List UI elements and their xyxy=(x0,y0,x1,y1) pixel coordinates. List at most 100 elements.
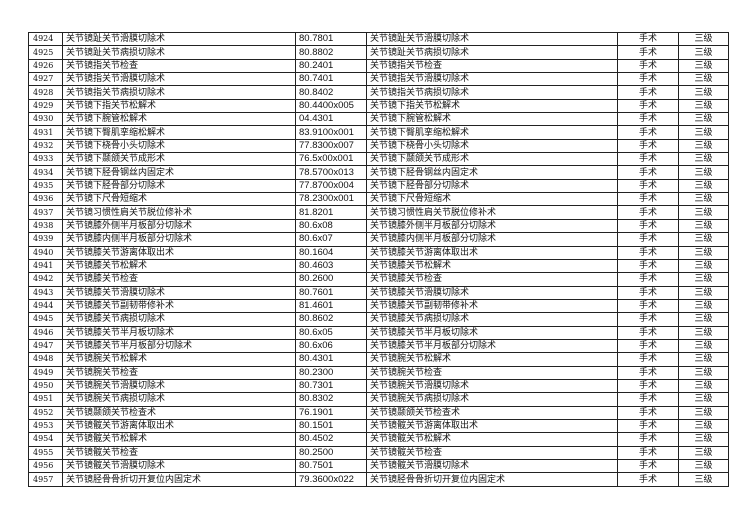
table-row: 4930 关节镜下腕管松解术 04.4301 关节镜下腕管松解术 手术 三级 xyxy=(28,112,729,127)
procedure-code-cell: 80.2401 xyxy=(295,58,367,74)
procedure-type-cell: 手术 xyxy=(617,72,679,87)
procedure-name-repeat-cell: 关节镜腕关节病损切除术 xyxy=(366,392,618,407)
procedure-level-cell: 三级 xyxy=(678,392,729,407)
procedure-code-cell: 80.4502 xyxy=(295,432,367,447)
procedure-type-cell: 手术 xyxy=(617,432,679,447)
procedure-name-repeat-cell: 关节镜下尺骨短缩术 xyxy=(366,192,618,207)
procedure-name-cell: 关节镜下胫骨钢丝内固定术 xyxy=(62,165,296,180)
table-row: 4941 关节镜膝关节松解术 80.4603 关节镜膝关节松解术 手术 三级 xyxy=(28,258,729,274)
row-number-cell: 4933 xyxy=(28,152,63,167)
procedure-code-cell: 04.4301 xyxy=(295,112,367,127)
procedure-code-cell: 80.1501 xyxy=(295,418,367,434)
procedure-level-cell: 三级 xyxy=(678,312,729,327)
table-row: 4947 关节镜膝关节半月板部分切除术 80.6x06 关节镜膝关节半月板部分切除术手… xyxy=(28,338,729,354)
procedure-code-cell: 80.2500 xyxy=(295,445,367,461)
procedure-table-body: 4924 关节镜趾关节滑膜切除术 80.7801 关节镜趾关节滑膜切除术 手术 三级 492… xyxy=(28,31,729,487)
procedure-name-cell: 关节镜膝内侧半月板部分切除术 xyxy=(62,232,296,247)
row-number-cell: 4930 xyxy=(28,112,63,127)
procedure-name-repeat-cell: 关节镜髋关节检查 xyxy=(366,445,618,461)
table-row: 4928 关节镜指关节病损切除术 80.8402 关节镜指关节病损切除术 手术 三级 xyxy=(28,85,729,100)
procedure-level-cell: 三级 xyxy=(678,285,729,300)
row-number-cell: 4928 xyxy=(28,85,63,100)
procedure-name-repeat-cell: 关节镜下胫骨部分切除术 xyxy=(366,178,618,194)
procedure-name-cell: 关节镜腕关节松解术 xyxy=(62,352,296,367)
table-row: 4944 关节镜膝关节副韧带修补术 81.4601 关节镜膝关节副韧带修补术 手术 三级 xyxy=(28,298,729,314)
table-row: 4952 关节镜颞颌关节检查术 76.1901 关节镜颞颌关节检查术 手术 三级 xyxy=(28,405,729,420)
row-number-cell: 4927 xyxy=(28,72,63,87)
procedure-type-cell: 手术 xyxy=(617,352,679,367)
procedure-level-cell: 三级 xyxy=(678,112,729,127)
procedure-level-cell: 三级 xyxy=(678,205,729,220)
procedure-code-cell: 80.2300 xyxy=(295,365,367,380)
table-row: 4932 关节镜下桡骨小头切除术 77.8300x007 关节镜下桡骨小头切除术 手术三… xyxy=(28,138,729,154)
procedure-type-cell: 手术 xyxy=(617,392,679,407)
procedure-code-cell: 80.7801 xyxy=(295,31,367,47)
procedure-code-cell: 80.4603 xyxy=(295,258,367,274)
procedure-name-repeat-cell: 关节镜趾关节病损切除术 xyxy=(366,45,618,60)
table-row: 4950 关节镜腕关节滑膜切除术 80.7301 关节镜腕关节滑膜切除术 手术 三级 xyxy=(28,378,729,394)
procedure-name-repeat-cell: 关节镜膝关节副韧带修补术 xyxy=(366,298,618,314)
procedure-name-cell: 关节镜髋关节游离体取出术 xyxy=(62,418,296,434)
procedure-type-cell: 手术 xyxy=(617,152,679,167)
procedure-name-cell: 关节镜指关节检查 xyxy=(62,58,296,74)
procedure-name-repeat-cell: 关节镜下颞颌关节成形术 xyxy=(366,152,618,167)
procedure-type-cell: 手术 xyxy=(617,45,679,60)
procedure-code-cell: 81.4601 xyxy=(295,298,367,314)
procedure-name-repeat-cell: 关节镜髋关节游离体取出术 xyxy=(366,418,618,434)
procedure-level-cell: 三级 xyxy=(678,31,729,47)
procedure-code-cell: 80.1604 xyxy=(295,245,367,260)
procedure-name-repeat-cell: 关节镜膝关节半月板部分切除术 xyxy=(366,338,618,354)
row-number-cell: 4932 xyxy=(28,138,63,154)
procedure-name-cell: 关节镜习惯性肩关节脱位修补术 xyxy=(62,205,296,220)
row-number-cell: 4952 xyxy=(28,405,63,420)
procedure-name-repeat-cell: 关节镜髋关节松解术 xyxy=(366,432,618,447)
table-row: 4933 关节镜下颞颌关节成形术 76.5x00x001 关节镜下颞颌关节成形术 手术三… xyxy=(28,152,729,167)
procedure-type-cell: 手术 xyxy=(617,365,679,380)
procedure-level-cell: 三级 xyxy=(678,258,729,274)
procedure-level-cell: 三级 xyxy=(678,125,729,140)
procedure-level-cell: 三级 xyxy=(678,72,729,87)
table-row: 4936 关节镜下尺骨短缩术 78.2300x001 关节镜下尺骨短缩术 手术 三级 xyxy=(28,192,729,207)
procedure-name-repeat-cell: 关节镜指关节检查 xyxy=(366,58,618,74)
procedure-code-cell: 80.4301 xyxy=(295,352,367,367)
table-row: 4945 关节镜膝关节病损切除术 80.8602 关节镜膝关节病损切除术 手术 三级 xyxy=(28,312,729,327)
row-number-cell: 4924 xyxy=(28,31,63,47)
row-number-cell: 4949 xyxy=(28,365,63,380)
table-row: 4953 关节镜髋关节游离体取出术 80.1501 关节镜髋关节游离体取出术 手术 三级 xyxy=(28,418,729,434)
row-number-cell: 4948 xyxy=(28,352,63,367)
procedure-name-cell: 关节镜腕关节检查 xyxy=(62,365,296,380)
procedure-name-repeat-cell: 关节镜下桡骨小头切除术 xyxy=(366,138,618,154)
table-row: 4937 关节镜习惯性肩关节脱位修补术 81.8201 关节镜习惯性肩关节脱位修补术手… xyxy=(28,205,729,220)
procedure-name-cell: 关节镜膝关节病损切除术 xyxy=(62,312,296,327)
row-number-cell: 4929 xyxy=(28,98,63,114)
procedure-code-cell: 80.8802 xyxy=(295,45,367,60)
procedure-name-repeat-cell: 关节镜腕关节滑膜切除术 xyxy=(366,378,618,394)
procedure-name-cell: 关节镜下颞颌关节成形术 xyxy=(62,152,296,167)
procedure-type-cell: 手术 xyxy=(617,458,679,474)
procedure-level-cell: 三级 xyxy=(678,445,729,461)
procedure-name-repeat-cell: 关节镜膝关节半月板切除术 xyxy=(366,325,618,340)
procedure-name-repeat-cell: 关节镜下臀肌挛缩松解术 xyxy=(366,125,618,140)
procedure-name-repeat-cell: 关节镜颞颌关节检查术 xyxy=(366,405,618,420)
procedure-level-cell: 三级 xyxy=(678,472,729,487)
row-number-cell: 4951 xyxy=(28,392,63,407)
procedure-name-cell: 关节镜下臀肌挛缩松解术 xyxy=(62,125,296,140)
procedure-type-cell: 手术 xyxy=(617,325,679,340)
procedure-type-cell: 手术 xyxy=(617,378,679,394)
row-number-cell: 4943 xyxy=(28,285,63,300)
procedure-code-cell: 80.6x08 xyxy=(295,218,367,234)
procedure-name-cell: 关节镜膝关节滑膜切除术 xyxy=(62,285,296,300)
table-row: 4931 关节镜下臀肌挛缩松解术 83.9100x001 关节镜下臀肌挛缩松解术 手术三… xyxy=(28,125,729,140)
procedure-name-repeat-cell: 关节镜腕关节松解术 xyxy=(366,352,618,367)
procedure-type-cell: 手术 xyxy=(617,192,679,207)
procedure-code-cell: 83.9100x001 xyxy=(295,125,367,140)
row-number-cell: 4931 xyxy=(28,125,63,140)
procedure-level-cell: 三级 xyxy=(678,378,729,394)
table-row: 4934 关节镜下胫骨钢丝内固定术 78.5700x013 关节镜下胫骨钢丝内固定术手… xyxy=(28,165,729,180)
procedure-name-cell: 关节镜髋关节检查 xyxy=(62,445,296,461)
procedure-name-cell: 关节镜膝关节半月板部分切除术 xyxy=(62,338,296,354)
procedure-level-cell: 三级 xyxy=(678,458,729,474)
procedure-type-cell: 手术 xyxy=(617,58,679,74)
procedure-type-cell: 手术 xyxy=(617,405,679,420)
procedure-name-cell: 关节镜腕关节病损切除术 xyxy=(62,392,296,407)
